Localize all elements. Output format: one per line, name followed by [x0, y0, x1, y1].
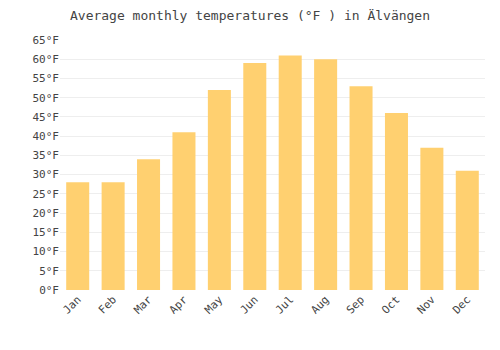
svg-text:45°F: 45°F: [33, 111, 60, 124]
svg-text:25°F: 25°F: [33, 188, 60, 201]
svg-text:Jan: Jan: [60, 293, 83, 316]
svg-text:50°F: 50°F: [33, 92, 60, 105]
svg-text:65°F: 65°F: [33, 34, 60, 47]
svg-text:35°F: 35°F: [33, 149, 60, 162]
svg-text:0°F: 0°F: [39, 284, 59, 297]
svg-text:Feb: Feb: [96, 293, 119, 316]
svg-text:Jun: Jun: [238, 293, 261, 316]
svg-text:Apr: Apr: [167, 293, 191, 317]
svg-text:Mar: Mar: [131, 293, 155, 317]
svg-text:Jul: Jul: [273, 293, 296, 316]
svg-text:Sep: Sep: [344, 293, 367, 316]
svg-text:60°F: 60°F: [33, 53, 60, 66]
svg-text:10°F: 10°F: [33, 245, 60, 258]
svg-text:Oct: Oct: [379, 293, 402, 316]
svg-text:May: May: [202, 293, 226, 317]
svg-text:5°F: 5°F: [39, 265, 59, 278]
svg-text:15°F: 15°F: [33, 226, 60, 239]
svg-text:Nov: Nov: [415, 293, 439, 317]
svg-text:Dec: Dec: [450, 293, 473, 316]
svg-text:20°F: 20°F: [33, 207, 60, 220]
svg-text:30°F: 30°F: [33, 168, 60, 181]
svg-text:55°F: 55°F: [33, 72, 60, 85]
svg-text:Aug: Aug: [308, 293, 331, 316]
svg-text:40°F: 40°F: [33, 130, 60, 143]
svg-text:Average monthly temperatures (: Average monthly temperatures (°F ) in Äl…: [70, 8, 430, 23]
